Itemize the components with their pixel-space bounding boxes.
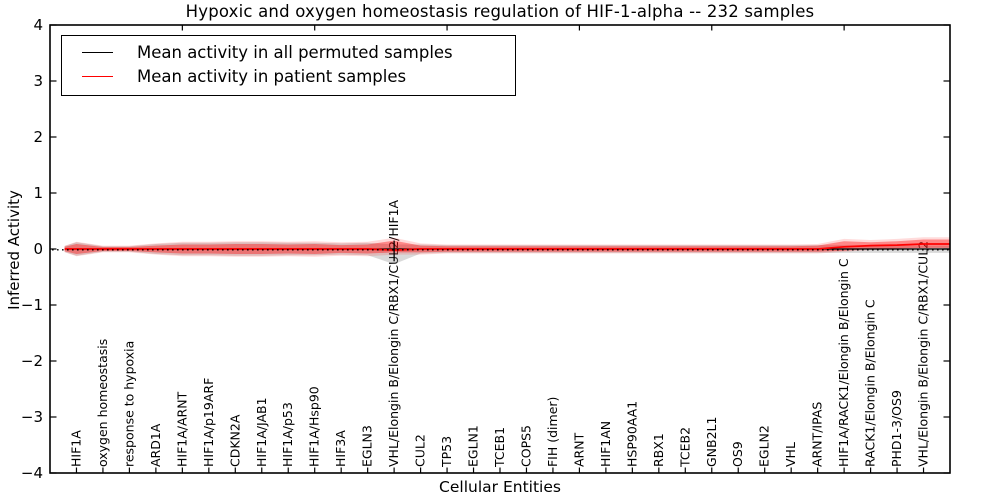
x-tick-label: HSP90AA1 — [624, 401, 639, 467]
x-tick-label: PHD1-3/OS9 — [889, 390, 904, 467]
legend-label-permuted: Mean activity in all permuted samples — [137, 43, 453, 63]
y-tick-label: −1 — [21, 296, 43, 314]
y-axis-label: Inferred Activity — [5, 190, 23, 310]
x-tick-label: ARNT — [571, 432, 586, 467]
x-tick-label: response to hypoxia — [121, 341, 136, 467]
x-tick-label: HIF1A/p19ARF — [201, 378, 216, 467]
permuted-sample-range-band — [64, 242, 951, 265]
x-tick-label: oxygen homeostasis — [95, 339, 110, 467]
x-tick-label: HIF1AN — [598, 421, 613, 467]
x-tick-label: CDKN2A — [227, 414, 242, 467]
y-tick-label: 1 — [33, 184, 43, 202]
x-tick-label: HIF1A/ARNT — [174, 391, 189, 467]
x-tick-label: RBX1 — [651, 433, 666, 467]
x-tick-label: EGLN3 — [360, 425, 375, 467]
patient-line-sample-icon — [82, 75, 113, 77]
x-tick-label: OS9 — [730, 441, 745, 467]
x-tick-label: EGLN1 — [466, 425, 481, 467]
x-tick-label: TCEB2 — [677, 427, 692, 468]
legend-item-patient: Mean activity in patient samples — [82, 67, 515, 86]
chart-title: Hypoxic and oxygen homeostasis regulatio… — [185, 2, 815, 21]
x-tick-labels: HIF1A oxygen homeostasis response to hypox… — [69, 199, 931, 468]
x-tick-label: HIF1A/RACK1/Elongin B/Elongin C — [836, 258, 851, 467]
patient-mean-line — [64, 243, 950, 251]
x-tick-label: RACK1/Elongin B/Elongin C — [863, 299, 878, 467]
patient-sample-inner-range-band — [64, 239, 951, 254]
legend: Mean activity in all permuted samples Me… — [61, 35, 516, 96]
x-tick-label: HIF3A — [333, 430, 348, 467]
legend-label-patient: Mean activity in patient samples — [137, 66, 407, 86]
y-tick-label: −3 — [21, 408, 43, 426]
x-tick-label: TP53 — [439, 436, 454, 468]
y-tick-labels: 4 3 2 1 0 −1 −2 −3 −4 — [21, 16, 43, 482]
x-tick-label: TCEB1 — [492, 427, 507, 468]
permuted-line-sample-icon — [82, 52, 113, 54]
y-tick-label: 3 — [33, 72, 43, 90]
y-tick-label: −2 — [21, 352, 43, 370]
x-tick-label: HIF1A/Hsp90 — [307, 386, 322, 467]
x-tick-label: FIH (dimer) — [545, 397, 560, 467]
x-tick-label: VHL/Elongin B/Elongin C/RBX1/CUL2 — [916, 241, 931, 467]
x-tick-label: HIF1A/p53 — [280, 402, 295, 467]
x-tick-label: CUL2 — [413, 434, 428, 467]
x-tick-label: HIF1A — [69, 430, 84, 467]
x-tick-label: HIF1A/JAB1 — [254, 397, 269, 467]
y-tick-label: 2 — [33, 128, 43, 146]
x-tick-label: GNB2L1 — [704, 417, 719, 467]
ticks — [50, 24, 950, 474]
x-tick-label: VHL — [783, 442, 798, 467]
y-tick-label: 0 — [33, 240, 43, 258]
y-tick-label: 4 — [33, 16, 43, 34]
x-tick-label: EGLN2 — [757, 425, 772, 467]
x-tick-label: ARD1A — [148, 423, 163, 467]
y-tick-label: −4 — [21, 464, 43, 482]
x-axis-label: Cellular Entities — [439, 478, 561, 496]
x-tick-label: COPS5 — [519, 425, 534, 467]
patient-sample-outer-range-band — [64, 237, 951, 257]
x-tick-label: VHL/Elongin B/Elongin C/RBX1/CUL2/HIF1A — [386, 199, 401, 467]
legend-item-permuted: Mean activity in all permuted samples — [82, 43, 515, 62]
x-tick-label: ARNT/IPAS — [810, 402, 825, 467]
